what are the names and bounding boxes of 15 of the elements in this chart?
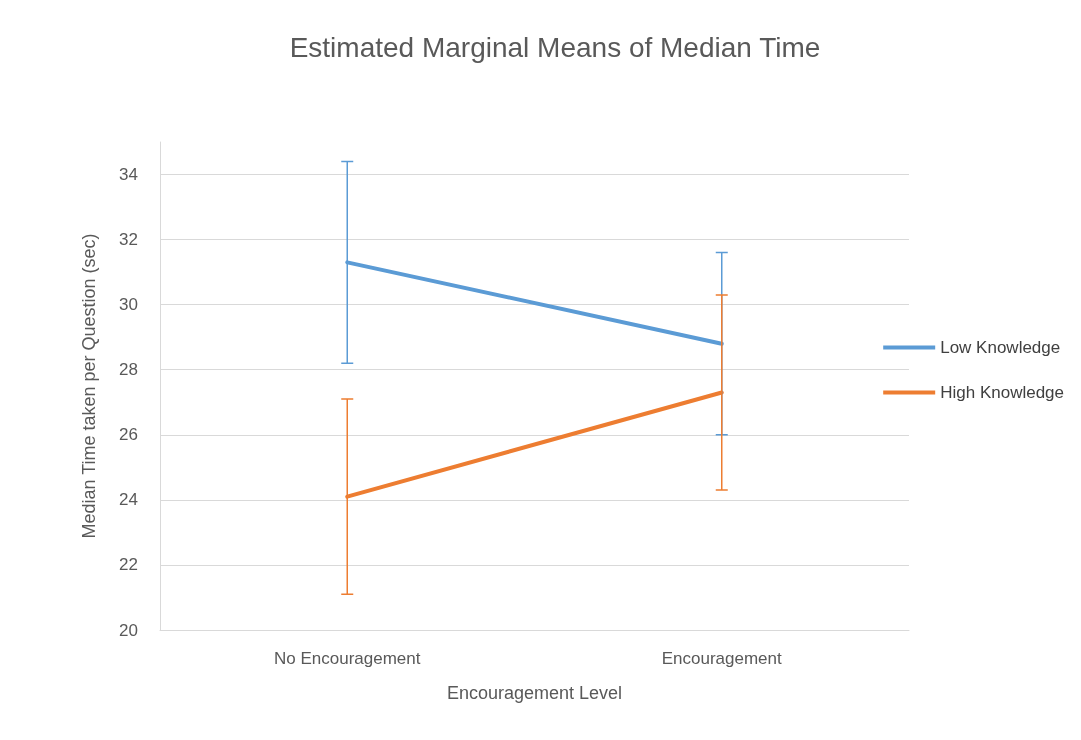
x-tick-label: No Encouragement — [274, 649, 421, 668]
y-tick-label: 22 — [119, 555, 138, 575]
legend-label: High Knowledge — [940, 383, 1065, 402]
y-tick-label: 24 — [119, 490, 138, 510]
y-tick-label: 30 — [119, 295, 138, 315]
x-axis-title: Encouragement Level — [446, 683, 623, 703]
y-tick-label: 34 — [119, 165, 138, 185]
y-tick-label: 28 — [119, 360, 138, 380]
y-axis-title: Median Time taken per Question (sec) — [79, 233, 99, 539]
y-tick-label: 32 — [119, 230, 138, 250]
legend-label: Low Knowledge — [940, 338, 1061, 357]
chart-title: Estimated Marginal Means of Median Time — [289, 31, 821, 63]
y-tick-label: 20 — [119, 620, 138, 640]
y-tick-label: 26 — [119, 425, 138, 445]
x-tick-label: Encouragement — [661, 649, 783, 668]
